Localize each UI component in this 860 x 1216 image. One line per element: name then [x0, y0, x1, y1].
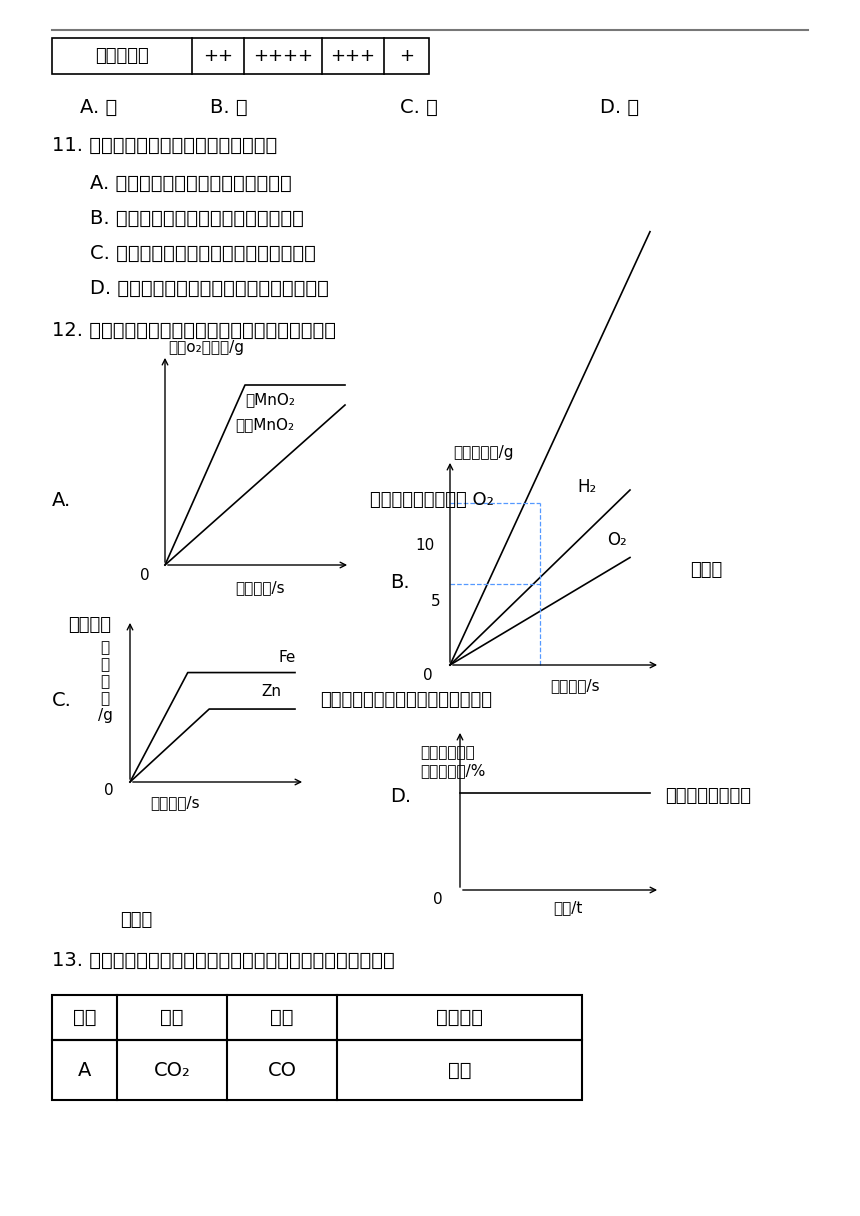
- Text: 氢: 氢: [101, 640, 109, 655]
- Text: A.: A.: [52, 490, 71, 510]
- Text: 11. 下列对化学基本概念的认识正确的是: 11. 下列对化学基本概念的认识正确的是: [52, 135, 277, 154]
- Text: ++++: ++++: [253, 47, 313, 64]
- Text: C. 燃烧都是剧烈的、发光发热的化合反应: C. 燃烧都是剧烈的、发光发热的化合反应: [90, 243, 316, 263]
- Text: Zn: Zn: [261, 685, 281, 699]
- Text: 等质量的铁和锤与足量的稀盐酸反应: 等质量的铁和锤与足量的稀盐酸反应: [320, 691, 492, 709]
- Text: 物质: 物质: [160, 1008, 184, 1028]
- Text: /g: /g: [97, 708, 113, 724]
- Text: 用等质量的氯酸錕制 O₂: 用等质量的氯酸錕制 O₂: [370, 491, 494, 510]
- Text: 反应时间/s: 反应时间/s: [235, 580, 285, 595]
- Text: 除杂方法: 除杂方法: [436, 1008, 483, 1028]
- Text: 点燃: 点燃: [448, 1060, 471, 1080]
- Text: 气体的质量/g: 气体的质量/g: [453, 445, 513, 460]
- Text: +++: +++: [330, 47, 376, 64]
- Text: 水通电: 水通电: [690, 561, 722, 579]
- Text: C.: C.: [52, 691, 72, 709]
- Text: 固体中钔元素: 固体中钔元素: [420, 745, 475, 760]
- Text: 反应时间/s: 反应时间/s: [550, 679, 599, 693]
- Text: H₂: H₂: [577, 478, 596, 496]
- Text: A. 镁: A. 镁: [80, 97, 117, 117]
- Text: A. 同种元素组成的纯净物一定是单质: A. 同种元素组成的纯净物一定是单质: [90, 174, 292, 192]
- Text: D.: D.: [390, 787, 411, 805]
- Text: B. 铝: B. 铝: [210, 97, 248, 117]
- Text: D. 锤: D. 锤: [600, 97, 639, 117]
- Text: 加热一定质量的高: 加热一定质量的高: [665, 787, 751, 805]
- Text: 锶酸钕: 锶酸钕: [120, 911, 152, 929]
- Text: B. 保持物质化学性质的微粒一定是分子: B. 保持物质化学性质的微粒一定是分子: [90, 208, 304, 227]
- Text: 0: 0: [433, 893, 443, 907]
- Text: B.: B.: [390, 574, 409, 592]
- Bar: [52, 995, 582, 1040]
- Text: 杂质: 杂质: [270, 1008, 294, 1028]
- Text: A: A: [77, 1060, 91, 1080]
- Text: 量: 量: [101, 691, 109, 706]
- Text: 5: 5: [430, 593, 440, 608]
- Text: CO: CO: [267, 1060, 297, 1080]
- Text: 12. 下面四个图像分别对应四种操作，其中合理的是: 12. 下面四个图像分别对应四种操作，其中合理的是: [52, 321, 336, 339]
- Text: 时间/t: 时间/t: [553, 900, 583, 914]
- Text: 0: 0: [140, 568, 150, 582]
- Text: 氢气法多少: 氢气法多少: [95, 47, 149, 64]
- Text: 不加MnO₂: 不加MnO₂: [235, 417, 294, 433]
- Text: 选项: 选项: [73, 1008, 96, 1028]
- Text: 0: 0: [423, 668, 433, 683]
- Text: 10: 10: [415, 537, 435, 552]
- Text: 一段时间: 一段时间: [68, 617, 111, 634]
- Text: 13. 下表列出了除去物质中所含少量杂质的方法，其中错误的是: 13. 下表列出了除去物质中所含少量杂质的方法，其中错误的是: [52, 951, 395, 969]
- Text: +: +: [399, 47, 414, 64]
- Text: 反应时间/s: 反应时间/s: [150, 795, 200, 810]
- Text: 的质量分数/%: 的质量分数/%: [420, 762, 485, 778]
- Text: Fe: Fe: [278, 649, 295, 664]
- Text: 0: 0: [104, 783, 114, 798]
- Text: 生戞o₂的质量/g: 生戞o₂的质量/g: [168, 340, 244, 355]
- Text: ++: ++: [203, 47, 233, 64]
- Bar: [52, 1040, 582, 1100]
- Text: O₂: O₂: [607, 531, 627, 548]
- Text: CO₂: CO₂: [154, 1060, 190, 1080]
- Text: 加MnO₂: 加MnO₂: [245, 393, 295, 407]
- Text: 气: 气: [101, 657, 109, 672]
- Text: 质: 质: [101, 674, 109, 689]
- Text: C. 铁: C. 铁: [400, 97, 438, 117]
- Bar: [52, 38, 429, 74]
- Text: D. 生成单质和化合物的反应一定是置换反应: D. 生成单质和化合物的反应一定是置换反应: [90, 278, 329, 298]
